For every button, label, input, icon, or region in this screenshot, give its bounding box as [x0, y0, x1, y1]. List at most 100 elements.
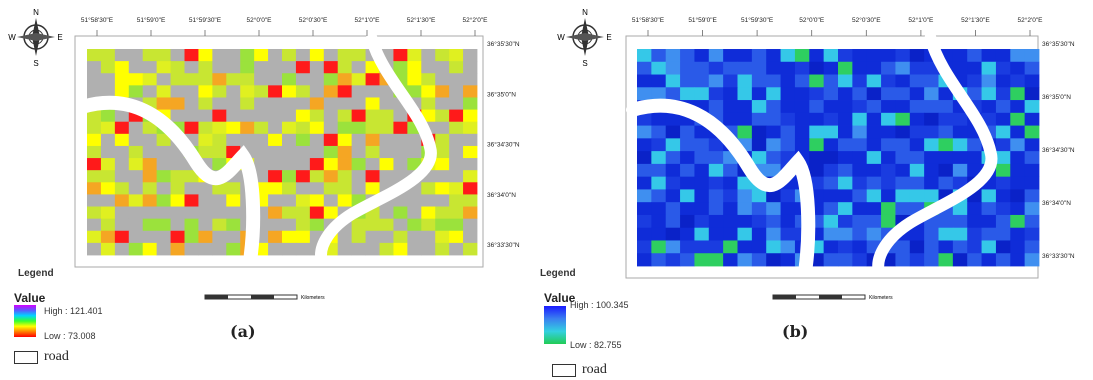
raster-cell [780, 87, 796, 101]
raster-cell [449, 85, 464, 98]
raster-cell [156, 230, 171, 244]
raster-cell [665, 74, 681, 88]
raster-cell [240, 109, 255, 123]
raster-cell [379, 97, 394, 110]
raster-cell [435, 194, 450, 207]
raster-cell [766, 253, 781, 267]
raster-cell [909, 138, 925, 152]
raster-cell [909, 125, 925, 139]
raster-cell [114, 182, 130, 195]
raster-cell [924, 125, 939, 139]
raster-cell [938, 151, 954, 165]
raster-cell [924, 100, 939, 114]
raster-cell [226, 133, 241, 147]
raster-cell [881, 125, 896, 139]
raster-cell [212, 73, 227, 86]
raster-cell [995, 61, 1011, 75]
raster-cell [909, 163, 925, 178]
raster-cell [198, 242, 213, 256]
raster-cell [212, 182, 227, 195]
raster-cell [295, 85, 311, 98]
raster-cell [938, 112, 954, 126]
raster-cell [337, 194, 353, 207]
raster-cell [723, 100, 738, 114]
raster-cell [637, 151, 652, 165]
raster-cell [895, 151, 911, 165]
map-b: N S E W 51°58'30"E 51°59'0"E 51°59'30"E 52°… [557, 8, 1075, 301]
raster-cell [114, 73, 130, 86]
raster-cell [323, 206, 339, 220]
raster-cell [938, 138, 954, 152]
color-ramp-b [544, 306, 566, 344]
compass-n: N [33, 8, 39, 17]
raster-cell [780, 253, 796, 267]
raster-cell [1010, 87, 1026, 101]
raster-cell [351, 133, 366, 147]
raster-cell [309, 61, 325, 74]
raster-cell [995, 138, 1011, 152]
raster-cell [407, 242, 422, 256]
raster-cell [100, 121, 116, 135]
raster-cell [866, 49, 882, 63]
raster-cell [463, 85, 478, 98]
top-tick-label: 51°59'30"E [741, 16, 774, 24]
raster-cell [723, 74, 738, 88]
raster-cell [680, 214, 695, 229]
raster-cell [170, 194, 185, 207]
raster-cell [379, 133, 394, 147]
raster-cell [1010, 202, 1026, 216]
raster-cell [170, 182, 185, 195]
raster-cell [751, 100, 767, 114]
raster-cell [1024, 151, 1040, 165]
raster-cell [87, 73, 102, 86]
raster-cell [665, 163, 681, 178]
raster-cell [198, 109, 213, 123]
raster-cell [895, 240, 911, 254]
raster-cell [435, 61, 450, 74]
raster-cell [421, 97, 436, 110]
raster-cell [1024, 125, 1040, 139]
raster-cell [995, 189, 1011, 203]
raster-cell [881, 202, 896, 216]
raster-cell [708, 151, 724, 165]
raster-cell [87, 109, 102, 123]
raster-cell [852, 74, 868, 88]
raster-cell [881, 176, 896, 190]
raster-cell [463, 145, 478, 159]
raster-cell [323, 85, 339, 98]
raster-cell [766, 138, 781, 152]
raster-cell [723, 240, 738, 254]
raster-cell [100, 170, 116, 183]
raster-cell [351, 145, 366, 159]
raster-cell [295, 133, 311, 147]
raster-cell [838, 253, 853, 267]
raster-cell [780, 227, 796, 241]
raster-cell [323, 158, 339, 171]
top-tick-label: 52°0'30"E [852, 16, 881, 24]
raster-cell [435, 85, 450, 98]
raster-cell [323, 145, 339, 159]
raster-cell [766, 74, 781, 88]
raster-cell [295, 194, 311, 207]
raster-cell [449, 145, 464, 159]
raster-cell [651, 151, 667, 165]
top-axis-labels-a: 51°58'30"E 51°59'0"E 51°59'30"E 52°0'0"E 52°… [81, 16, 488, 36]
raster-cell [665, 176, 681, 190]
raster-cell [708, 74, 724, 88]
raster-cell [449, 49, 464, 62]
raster-cell [995, 125, 1011, 139]
raster-cell [694, 49, 710, 63]
raster-cell [723, 87, 738, 101]
top-tick-label: 51°59'30"E [189, 16, 222, 24]
raster-cell [967, 227, 982, 241]
compass-w: W [8, 33, 16, 42]
raster-cell [665, 214, 681, 229]
raster-cell [254, 145, 269, 159]
raster-cell [909, 112, 925, 126]
raster-cell [881, 87, 896, 101]
raster-cell [680, 240, 695, 254]
raster-cell [226, 194, 241, 207]
raster-cell [114, 133, 130, 147]
raster-cell [407, 145, 422, 159]
raster-cell [100, 182, 116, 195]
